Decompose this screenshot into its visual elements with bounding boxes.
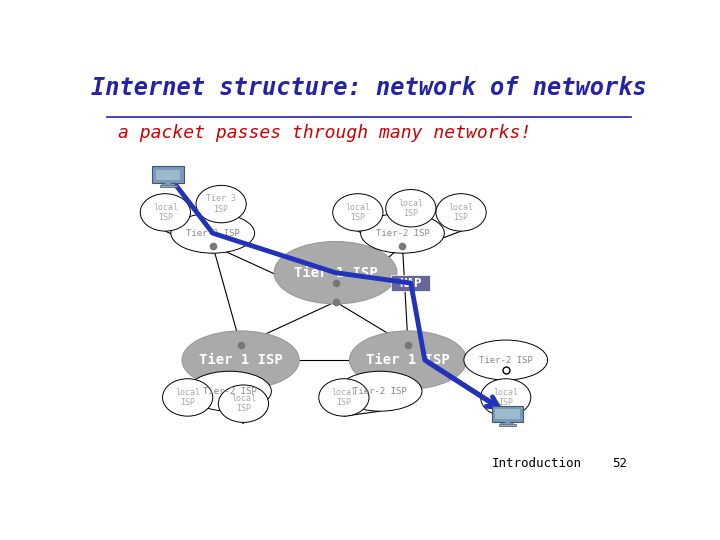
Text: Tier 1 ISP: Tier 1 ISP [294,266,377,280]
Ellipse shape [188,371,271,411]
Circle shape [481,379,531,416]
Text: local
ISP: local ISP [331,388,356,407]
Text: Tier 1 ISP: Tier 1 ISP [199,353,282,367]
Circle shape [218,385,269,422]
Bar [153,166,184,183]
Bar [500,423,514,424]
Text: Tier-2 ISP: Tier-2 ISP [376,229,429,238]
Bar [161,184,175,185]
Ellipse shape [349,331,467,389]
Text: 52: 52 [612,457,626,470]
Ellipse shape [361,213,444,253]
Text: local
ISP: local ISP [346,202,370,222]
Text: Tier-2 ISP: Tier-2 ISP [354,387,407,396]
Text: Tier 1 ISP: Tier 1 ISP [366,353,450,367]
Circle shape [386,190,436,227]
Text: Tier-2 ISP: Tier-2 ISP [186,229,240,238]
Circle shape [333,194,383,231]
Bar [492,406,523,422]
Text: a packet passes through many networks!: a packet passes through many networks! [118,124,531,143]
Circle shape [436,194,486,231]
Ellipse shape [274,241,397,304]
Text: local
ISP: local ISP [153,202,178,222]
Bar [505,421,510,423]
Circle shape [319,379,369,416]
Text: local
ISP: local ISP [493,388,518,407]
Circle shape [140,194,191,231]
Text: Introduction: Introduction [492,457,582,470]
Bar [156,170,180,180]
Bar [166,182,171,184]
Text: Tier-2 ISP: Tier-2 ISP [479,355,533,364]
Text: local
ISP: local ISP [398,199,423,218]
Bar [495,409,520,419]
Bar [392,275,431,292]
Ellipse shape [182,331,300,389]
Text: Tier-2 ISP: Tier-2 ISP [202,387,256,396]
Circle shape [196,185,246,223]
Text: Internet structure: network of networks: Internet structure: network of networks [91,76,647,100]
Ellipse shape [338,371,422,411]
Text: NAP: NAP [400,276,422,289]
Ellipse shape [464,340,547,380]
Text: local
ISP: local ISP [449,202,474,222]
Ellipse shape [171,213,255,253]
Text: local
ISP: local ISP [175,388,200,407]
Circle shape [163,379,213,416]
Text: Tier 3
ISP: Tier 3 ISP [206,194,236,214]
Bar [499,424,516,426]
Bar [160,185,176,186]
Text: local
ISP: local ISP [231,394,256,414]
